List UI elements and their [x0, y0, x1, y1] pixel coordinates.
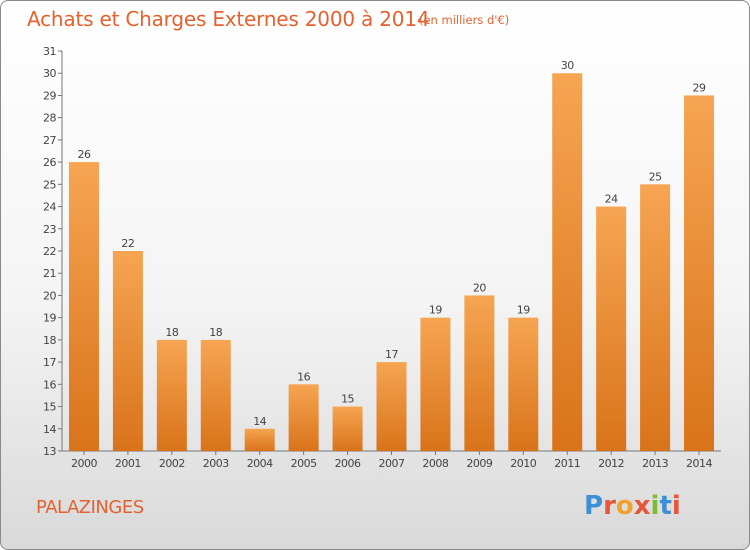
x-tick-label: 2008: [422, 457, 448, 470]
proxiti-logo[interactable]: Proxiti: [584, 491, 681, 521]
x-tick-label: 2014: [686, 457, 712, 470]
x-tick-label: 2010: [510, 457, 536, 470]
y-tick-label: 16: [43, 378, 56, 391]
bar-value-label: 20: [473, 281, 486, 294]
bar-value-label: 24: [605, 193, 618, 206]
bar-value-label: 19: [517, 304, 530, 317]
commune-name: PALAZINGES: [36, 497, 144, 518]
x-tick-label: 2013: [642, 457, 668, 470]
y-tick-label: 25: [43, 178, 56, 191]
y-tick-label: 30: [43, 67, 56, 80]
y-tick-label: 23: [43, 223, 56, 236]
bar: [200, 339, 231, 451]
logo-letter: x: [633, 491, 651, 521]
logo-letter: t: [659, 491, 672, 521]
y-tick-label: 31: [43, 45, 56, 58]
y-tick-label: 17: [43, 356, 56, 369]
bar-value-label: 15: [341, 393, 354, 406]
y-tick-label: 22: [43, 245, 56, 258]
bar: [684, 95, 715, 451]
x-tick-label: 2011: [554, 457, 580, 470]
x-tick-label: 2012: [598, 457, 624, 470]
bar: [68, 162, 99, 451]
chart-title: Achats et Charges Externes 2000 à 2014: [27, 7, 430, 31]
y-tick-label: 29: [43, 89, 56, 102]
bar: [288, 384, 319, 451]
logo-letter: i: [650, 491, 660, 521]
bar-value-label: 26: [77, 148, 90, 161]
x-tick-label: 2006: [335, 457, 361, 470]
chart-subtitle: (en milliers d'€): [419, 13, 510, 27]
y-tick-label: 18: [43, 334, 56, 347]
y-tick-label: 21: [43, 267, 56, 280]
y-tick-label: 14: [43, 423, 56, 436]
x-tick-label: 2005: [291, 457, 317, 470]
bar: [420, 317, 451, 451]
bar-value-label: 14: [253, 415, 266, 428]
bar-value-label: 17: [385, 348, 398, 361]
bar-value-label: 25: [649, 170, 662, 183]
bar: [112, 251, 143, 451]
bar: [508, 317, 539, 451]
y-tick-label: 27: [43, 134, 56, 147]
x-tick-label: 2000: [71, 457, 97, 470]
bar: [332, 406, 363, 451]
bar: [156, 339, 187, 451]
bar: [552, 73, 583, 451]
y-tick-label: 28: [43, 112, 56, 125]
logo-letter: i: [671, 491, 681, 521]
bar-value-label: 16: [297, 370, 310, 383]
bar: [464, 295, 495, 451]
y-tick-label: 24: [43, 201, 56, 214]
bar-value-label: 22: [121, 237, 134, 250]
bar: [244, 428, 275, 451]
x-tick-label: 2003: [203, 457, 229, 470]
x-tick-label: 2009: [466, 457, 492, 470]
y-tick-label: 13: [43, 445, 56, 458]
bar-value-label: 18: [165, 326, 178, 339]
x-tick-label: 2002: [159, 457, 185, 470]
bar-value-label: 18: [209, 326, 222, 339]
bar-value-label: 30: [561, 59, 574, 72]
logo-letter: o: [615, 491, 634, 521]
bar-value-label: 29: [693, 81, 706, 94]
y-tick-label: 19: [43, 312, 56, 325]
logo-letter: P: [584, 491, 604, 521]
bar: [596, 206, 627, 451]
x-tick-label: 2004: [247, 457, 273, 470]
y-tick-label: 20: [43, 289, 56, 302]
y-tick-label: 15: [43, 401, 56, 414]
y-tick-label: 26: [43, 156, 56, 169]
x-tick-label: 2001: [115, 457, 141, 470]
logo-letter: r: [603, 491, 616, 521]
bar: [376, 362, 407, 451]
bar-value-label: 19: [429, 304, 442, 317]
x-tick-label: 2007: [379, 457, 405, 470]
bar: [640, 184, 671, 452]
